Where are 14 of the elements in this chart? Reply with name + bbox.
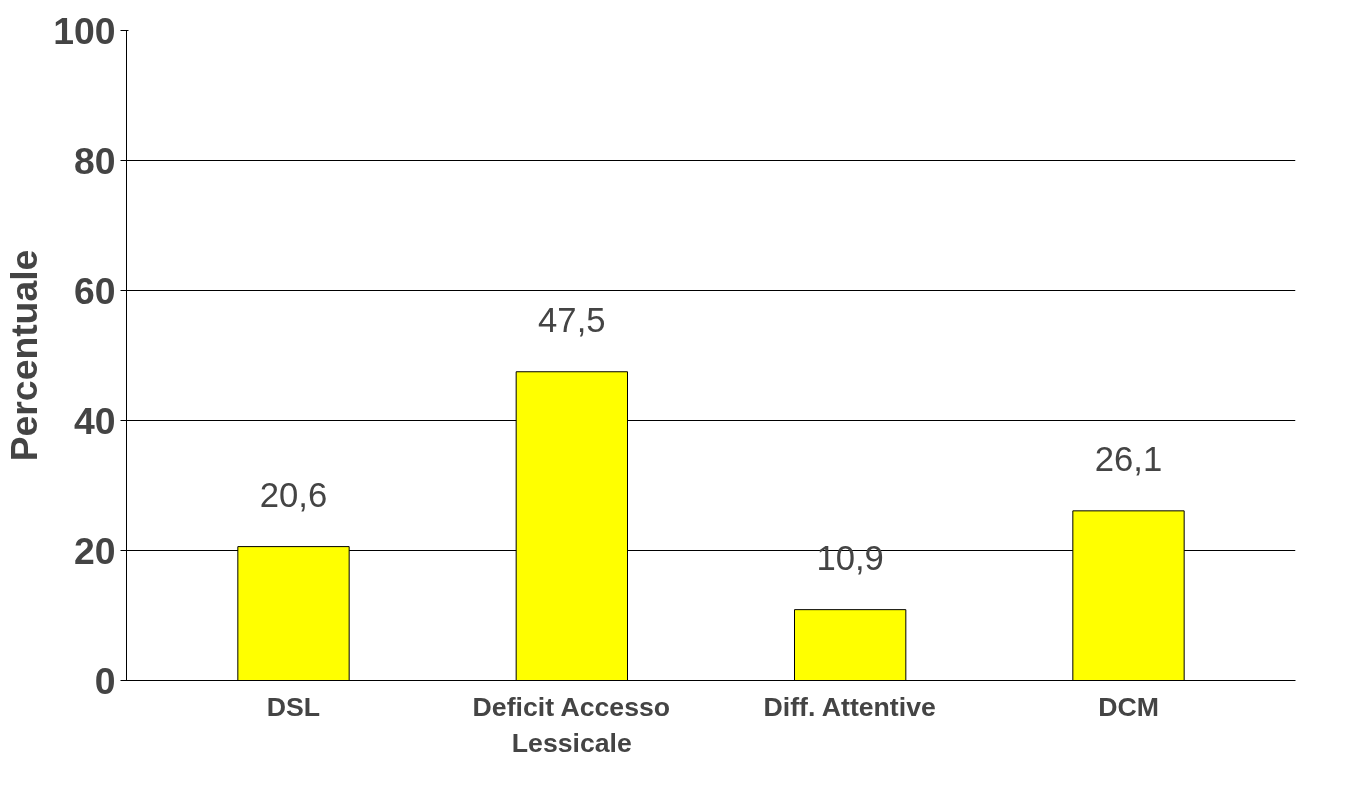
y-tick-label: 40: [73, 399, 116, 442]
x-tick-label: Diff. Attentive: [763, 691, 936, 722]
data-label: 20,6: [259, 475, 328, 514]
x-tick-label: Deficit Accesso Lessicale: [472, 691, 671, 758]
x-tick-label: DCM: [1098, 691, 1159, 722]
y-tick-label: 100: [53, 9, 116, 52]
y-tick-label: 60: [73, 269, 116, 312]
y-tick-label: 0: [94, 659, 116, 702]
y-tick-label: 20: [73, 529, 116, 572]
x-tick-label: DSL: [266, 691, 321, 722]
y-axis-title: Percentuale: [3, 249, 46, 462]
data-label: 26,1: [1094, 439, 1163, 478]
y-tick-label: 80: [73, 139, 116, 182]
data-label: 47,5: [538, 300, 606, 339]
